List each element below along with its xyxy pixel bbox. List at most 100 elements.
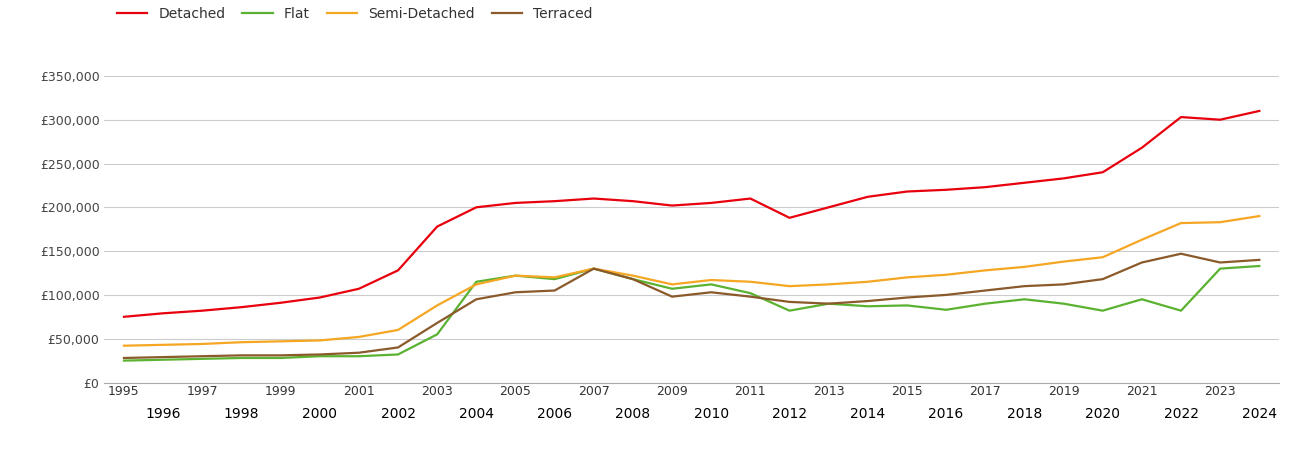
Detached (429, 224, 445, 229)
Line: Detached: Detached (124, 111, 1259, 317)
Semi-Detached (155, 342, 171, 347)
Detached (821, 205, 837, 210)
Terraced (625, 276, 641, 282)
Semi-Detached (625, 273, 641, 279)
Flat (351, 354, 367, 359)
Semi-Detached (899, 274, 915, 280)
Terraced (390, 345, 406, 350)
Terraced (312, 352, 328, 357)
Detached (703, 200, 719, 206)
Flat (625, 276, 641, 282)
Semi-Detached (468, 282, 484, 287)
Detached (547, 198, 562, 204)
Semi-Detached (194, 341, 210, 346)
Line: Flat: Flat (124, 266, 1259, 360)
Detached (664, 203, 680, 208)
Semi-Detached (312, 338, 328, 343)
Flat (429, 332, 445, 337)
Terraced (116, 355, 132, 360)
Flat (782, 308, 797, 313)
Flat (194, 356, 210, 361)
Flat (312, 354, 328, 359)
Line: Semi-Detached: Semi-Detached (124, 216, 1259, 346)
Detached (1095, 170, 1111, 175)
Flat (586, 266, 602, 271)
Flat (1056, 301, 1071, 306)
Detached (586, 196, 602, 201)
Semi-Detached (351, 334, 367, 340)
Flat (547, 276, 562, 282)
Detached (1251, 108, 1267, 114)
Detached (273, 300, 288, 306)
Flat (234, 355, 249, 360)
Semi-Detached (508, 273, 523, 279)
Semi-Detached (1056, 259, 1071, 264)
Semi-Detached (429, 303, 445, 308)
Semi-Detached (1134, 237, 1150, 243)
Terraced (1251, 257, 1267, 262)
Detached (860, 194, 876, 199)
Flat (1173, 308, 1189, 313)
Flat (821, 301, 837, 306)
Terraced (1134, 260, 1150, 265)
Semi-Detached (234, 339, 249, 345)
Semi-Detached (273, 339, 288, 344)
Semi-Detached (782, 284, 797, 289)
Terraced (743, 294, 758, 299)
Detached (1056, 176, 1071, 181)
Detached (743, 196, 758, 201)
Semi-Detached (547, 274, 562, 280)
Detached (1017, 180, 1032, 185)
Flat (1212, 266, 1228, 271)
Flat (468, 279, 484, 284)
Terraced (821, 301, 837, 306)
Semi-Detached (390, 327, 406, 333)
Semi-Detached (1173, 220, 1189, 226)
Terraced (899, 295, 915, 300)
Terraced (351, 350, 367, 356)
Flat (977, 301, 993, 306)
Flat (703, 282, 719, 287)
Legend: Detached, Flat, Semi-Detached, Terraced: Detached, Flat, Semi-Detached, Terraced (111, 2, 599, 27)
Semi-Detached (938, 272, 954, 278)
Detached (390, 268, 406, 273)
Flat (938, 307, 954, 312)
Detached (508, 200, 523, 206)
Terraced (429, 320, 445, 326)
Terraced (1056, 282, 1071, 287)
Semi-Detached (860, 279, 876, 284)
Terraced (1212, 260, 1228, 265)
Flat (508, 273, 523, 279)
Detached (782, 215, 797, 220)
Semi-Detached (664, 282, 680, 287)
Detached (234, 305, 249, 310)
Terraced (664, 294, 680, 299)
Semi-Detached (1212, 220, 1228, 225)
Terraced (1173, 251, 1189, 256)
Flat (1017, 297, 1032, 302)
Detached (1134, 145, 1150, 150)
Flat (116, 358, 132, 363)
Terraced (938, 292, 954, 297)
Semi-Detached (821, 282, 837, 287)
Flat (273, 355, 288, 360)
Terraced (1095, 276, 1111, 282)
Semi-Detached (977, 268, 993, 273)
Terraced (155, 355, 171, 360)
Detached (468, 205, 484, 210)
Line: Terraced: Terraced (124, 254, 1259, 358)
Terraced (468, 297, 484, 302)
Terraced (782, 299, 797, 305)
Terraced (234, 353, 249, 358)
Detached (1173, 114, 1189, 120)
Flat (743, 290, 758, 296)
Semi-Detached (1095, 255, 1111, 260)
Semi-Detached (703, 277, 719, 283)
Detached (116, 314, 132, 319)
Detached (351, 286, 367, 292)
Detached (938, 187, 954, 193)
Detached (899, 189, 915, 194)
Terraced (508, 289, 523, 295)
Detached (155, 310, 171, 316)
Detached (625, 198, 641, 204)
